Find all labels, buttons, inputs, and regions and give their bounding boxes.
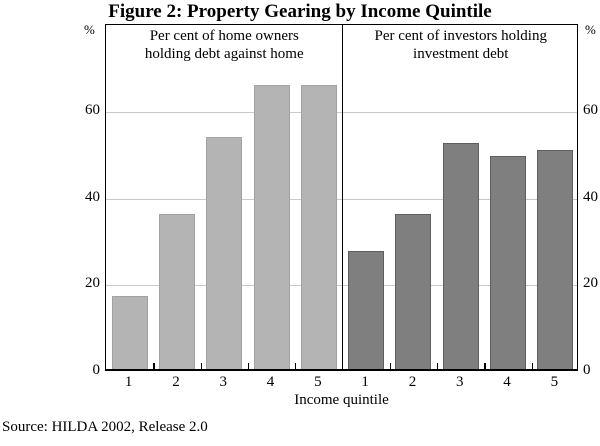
panel-1: Per cent of home owners holding debt agai… [106, 25, 343, 369]
gridline-20 [106, 285, 577, 287]
panel-caption-2: Per cent of investors holding investment … [343, 27, 580, 63]
x-axis-tick [531, 363, 533, 369]
plot-area: Per cent of home owners holding debt agai… [105, 24, 578, 371]
x-tick-label: 1 [124, 374, 133, 390]
x-axis-tick [389, 363, 392, 369]
bar-quintile-1 [348, 250, 385, 369]
y-tick-label-left-60: 60 [85, 101, 100, 118]
y-unit-label-right: % [585, 22, 596, 37]
panel-caption-line: Per cent of home owners [149, 28, 299, 44]
x-axis-tick [295, 363, 297, 369]
y-tick-label-right-40: 40 [583, 188, 598, 205]
bar-quintile-5 [537, 149, 574, 369]
panel-caption-1: Per cent of home owners holding debt agai… [106, 27, 343, 63]
x-axis-tick [484, 363, 486, 369]
figure-title: Figure 2: Property Gearing by Income Qui… [108, 1, 492, 22]
x-tick-label: 5 [314, 374, 322, 390]
bar-quintile-4 [253, 85, 290, 369]
panel-divider [341, 25, 344, 369]
gridline-60 [106, 111, 577, 113]
x-axis-tick [153, 363, 155, 369]
bar-quintile-3 [206, 136, 243, 369]
y-tick-label-left-20: 20 [85, 275, 100, 292]
x-tick-label: 3 [455, 374, 464, 390]
bar-quintile-3 [442, 143, 479, 369]
panel-caption-line: Per cent of investors holding [374, 28, 547, 44]
panel-2: Per cent of investors holding investment … [343, 25, 580, 369]
x-tick-label: 2 [408, 374, 417, 390]
x-axis-title: Income quintile [294, 392, 389, 408]
panel-caption-line: holding debt against home [144, 46, 304, 62]
x-tick-label: 4 [266, 374, 275, 390]
y-tick-label-left-40: 40 [85, 188, 100, 205]
bar-quintile-4 [490, 156, 527, 369]
panel-caption-line: investment debt [413, 46, 509, 62]
x-tick-label: 2 [172, 374, 180, 390]
x-tick-label: 4 [503, 374, 511, 390]
source-note: Source: HILDA 2002, Release 2.0 [2, 419, 208, 435]
y-unit-label-left: % [84, 22, 95, 37]
bar-quintile-2 [158, 214, 195, 369]
bar-quintile-2 [395, 214, 432, 369]
x-axis-tick [247, 363, 250, 369]
y-tick-label-left-0: 0 [92, 362, 101, 378]
x-tick-label: 5 [550, 374, 559, 390]
y-tick-label-right-60: 60 [583, 101, 598, 118]
y-tick-label-right-20: 20 [583, 275, 598, 292]
x-tick-label: 1 [361, 374, 369, 390]
gridline-40 [106, 198, 577, 200]
x-axis-tick [437, 363, 439, 369]
y-tick-label-right-0: 0 [583, 362, 591, 378]
bar-quintile-5 [300, 85, 337, 369]
x-tick-label: 3 [219, 374, 227, 390]
x-axis-tick [200, 363, 202, 369]
bar-quintile-1 [111, 295, 148, 369]
